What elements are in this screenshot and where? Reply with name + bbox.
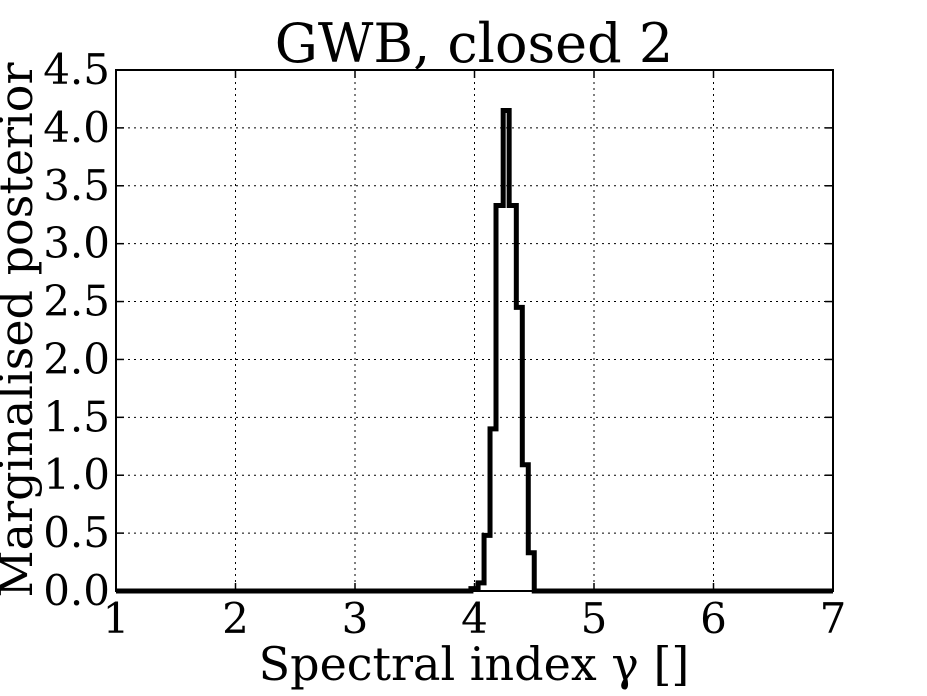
x-tick-label: 1 <box>103 594 130 643</box>
chart-title: GWB, closed 2 <box>275 12 673 75</box>
x-tick-label: 3 <box>342 594 369 643</box>
y-tick-labels: 0.0 0.5 1.0 1.5 2.0 2.5 3.0 3.5 4.0 4.5 <box>43 45 110 615</box>
x-tick-label: 4 <box>461 594 488 643</box>
x-tick-label: 7 <box>820 594 847 643</box>
y-tick-label: 1.0 <box>43 450 110 499</box>
y-tick-label: 4.0 <box>43 103 110 152</box>
x-tick-label: 5 <box>581 594 608 643</box>
y-tick-label: 3.0 <box>43 219 110 268</box>
y-tick-label: 3.5 <box>43 161 110 210</box>
x-tick-label: 6 <box>700 594 727 643</box>
y-axis-label: Marginalised posterior <box>0 63 43 598</box>
x-tick-labels: 1 2 3 4 5 6 7 <box>103 594 847 643</box>
y-tick-label: 2.5 <box>43 277 110 326</box>
x-axis-label: Spectral index γ [] <box>259 637 690 691</box>
histogram-series <box>116 108 833 594</box>
x-tick-label: 2 <box>222 594 249 643</box>
y-tick-label: 1.5 <box>43 392 110 441</box>
y-tick-label: 0.0 <box>43 566 110 615</box>
y-tick-label: 4.5 <box>43 45 110 94</box>
tick-marks <box>115 69 834 592</box>
y-tick-label: 2.0 <box>43 334 110 383</box>
grid-lines <box>115 69 834 592</box>
y-tick-label: 0.5 <box>43 508 110 557</box>
histogram-line <box>116 108 833 594</box>
